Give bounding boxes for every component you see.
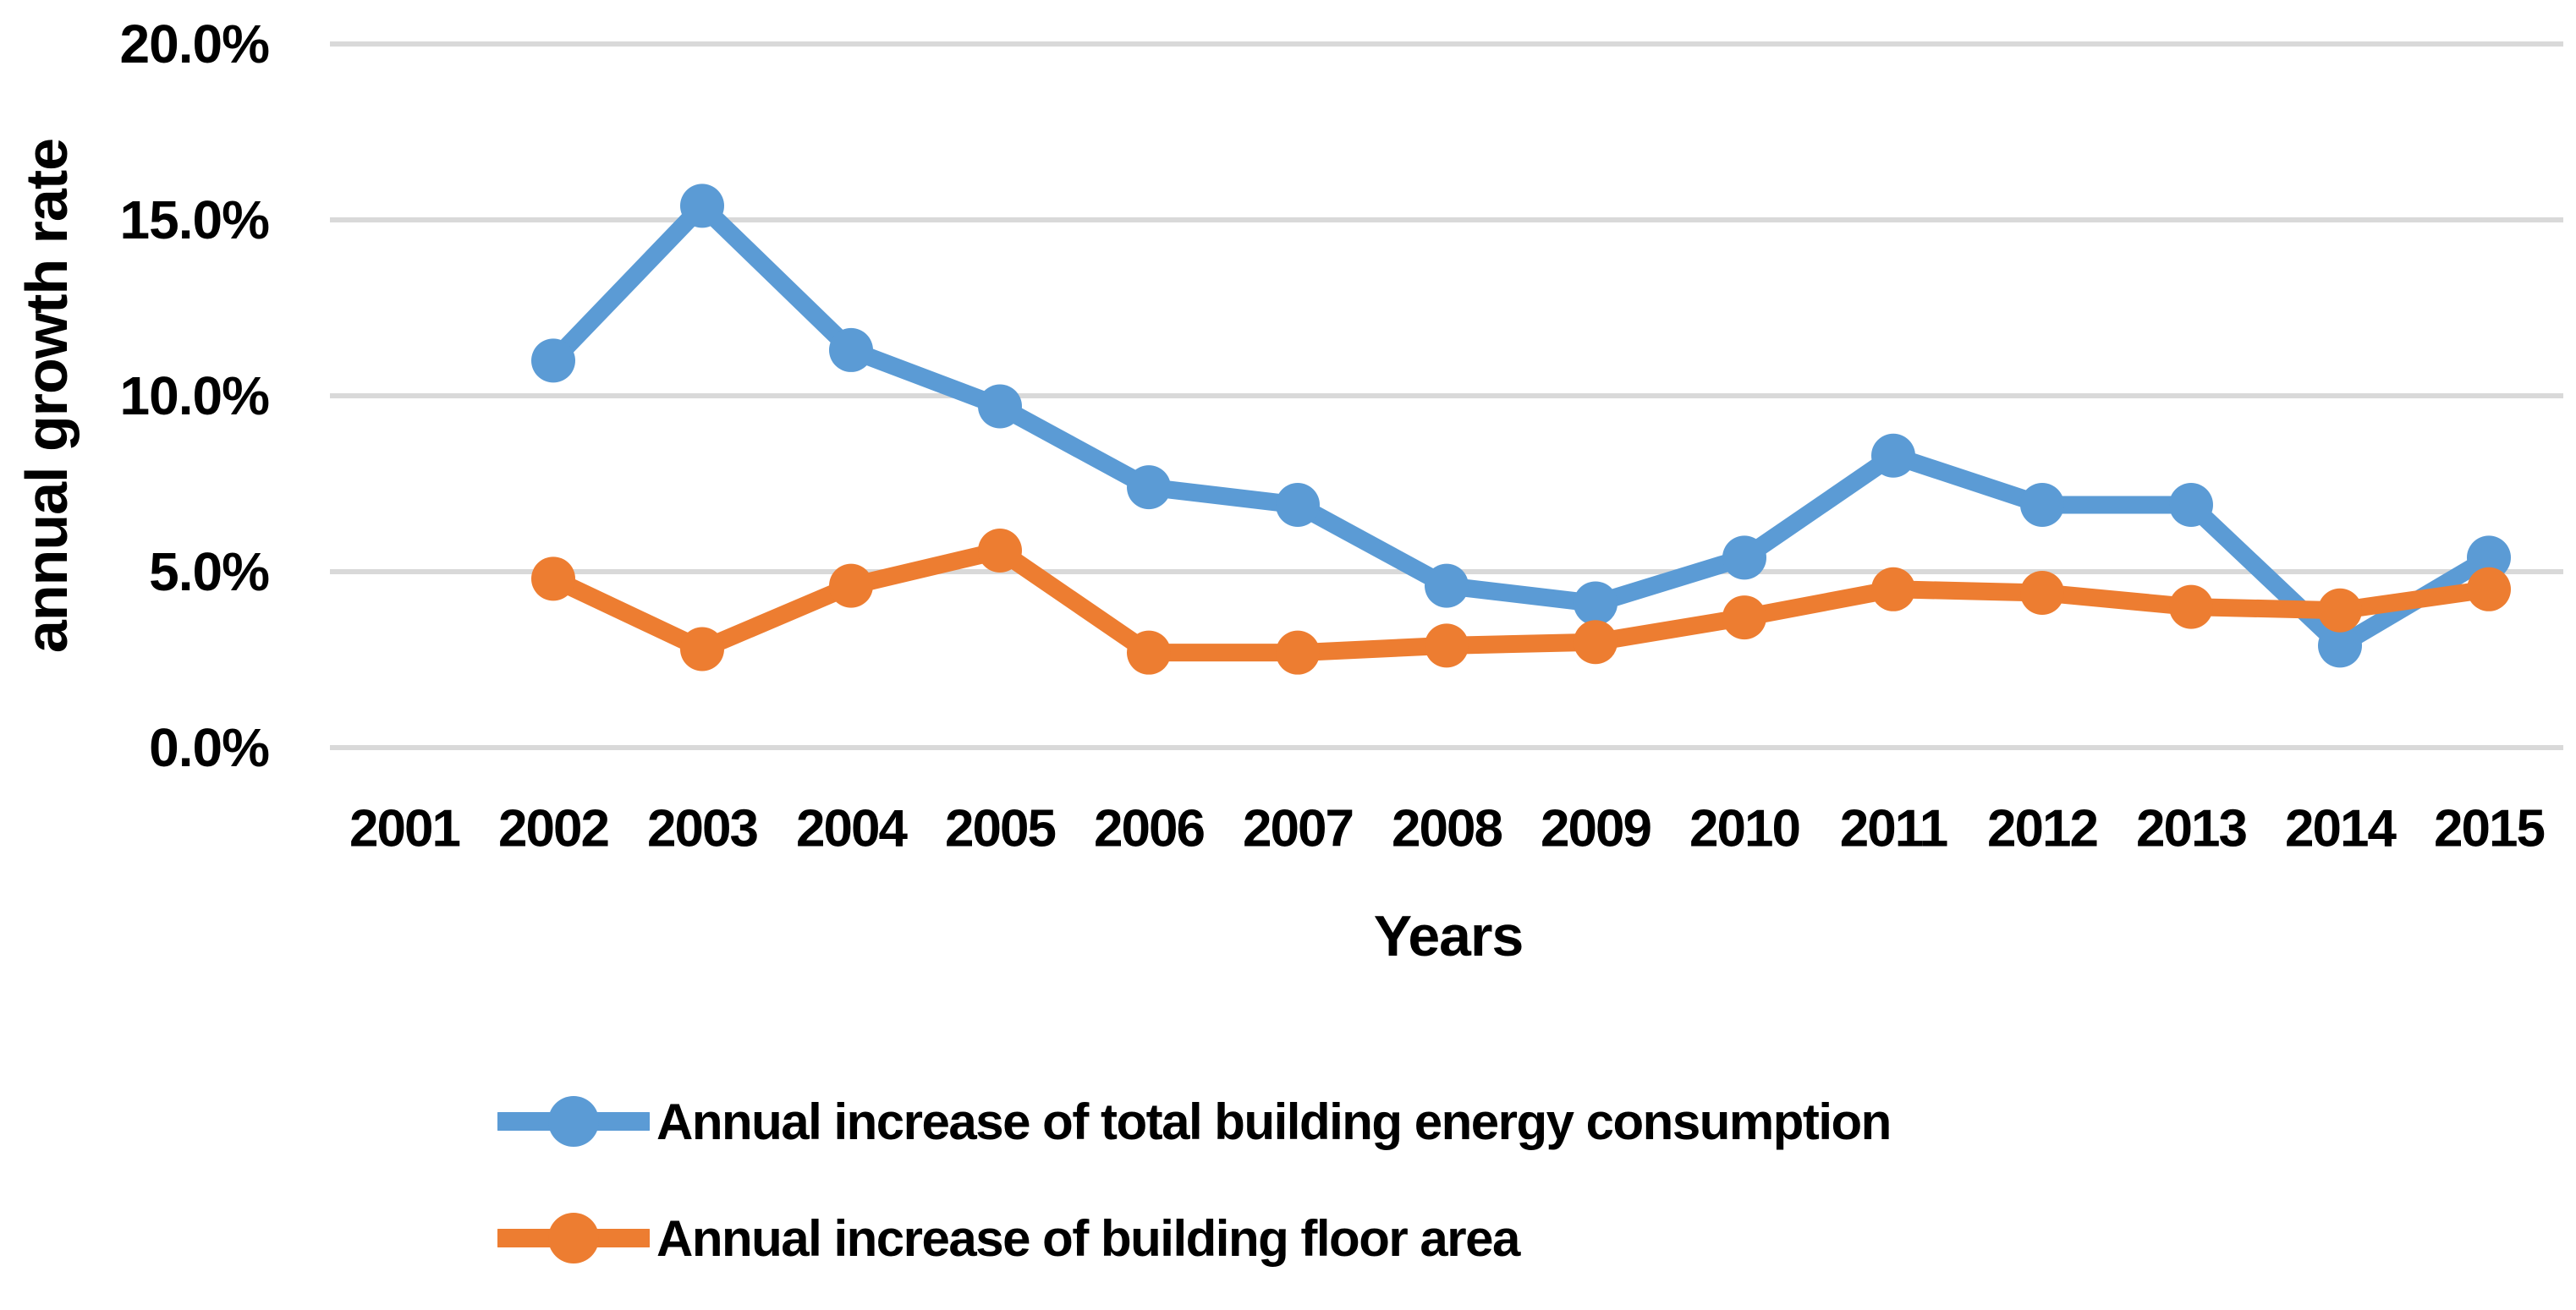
x-tick-label: 2013 — [2136, 799, 2248, 858]
data-point-marker — [1127, 465, 1171, 510]
x-tick-label: 2010 — [1689, 799, 1801, 858]
data-point-marker — [978, 529, 1022, 573]
data-point-marker — [2318, 588, 2362, 633]
data-point-marker — [2169, 482, 2213, 527]
legend-marker-icon — [497, 1096, 650, 1147]
x-tick-label: 2006 — [1094, 799, 1206, 858]
data-point-marker — [2020, 482, 2064, 527]
data-point-marker — [2467, 567, 2511, 611]
x-tick-label: 2005 — [945, 799, 1057, 858]
x-axis-title: Years — [1373, 904, 1524, 968]
x-tick-label: 2007 — [1243, 799, 1354, 858]
x-tick-label: 2011 — [1839, 799, 1949, 858]
data-point-marker — [680, 184, 724, 228]
x-tick-label: 2008 — [1392, 799, 1503, 858]
x-tick-label: 2009 — [1541, 799, 1652, 858]
legend-item-label: Annual increase of building floor area — [656, 1209, 1520, 1267]
y-tick-label: 10.0% — [119, 365, 270, 426]
legend-item-label: Annual increase of total building energy… — [656, 1093, 1892, 1150]
data-point-marker — [829, 327, 873, 372]
y-axis-title: annual growth rate — [14, 138, 80, 654]
data-point-marker — [1871, 567, 1915, 611]
data-point-marker — [1574, 620, 1618, 665]
legend-item: Annual increase of building floor area — [497, 1209, 1891, 1267]
x-tick-label: 2015 — [2434, 799, 2546, 858]
x-tick-label: 2001 — [349, 799, 461, 858]
legend: Annual increase of total building energy… — [497, 1093, 1892, 1267]
data-point-marker — [531, 338, 575, 383]
data-point-marker — [680, 627, 724, 671]
x-tick-label: 2004 — [796, 799, 908, 858]
data-point-marker — [1425, 563, 1469, 608]
legend-marker-icon — [497, 1213, 650, 1263]
data-point-marker — [1871, 433, 1915, 478]
data-point-marker — [1127, 630, 1171, 675]
data-point-marker — [829, 563, 873, 608]
data-point-marker — [1722, 535, 1766, 580]
y-tick-label: 5.0% — [149, 541, 270, 602]
x-tick-label: 2012 — [1987, 799, 2099, 858]
data-point-marker — [2169, 584, 2213, 629]
data-point-marker — [1722, 595, 1766, 640]
legend-item: Annual increase of total building energy… — [497, 1093, 1892, 1150]
x-tick-label: 2002 — [498, 799, 610, 858]
x-tick-label: 2014 — [2285, 799, 2397, 858]
y-tick-label: 15.0% — [119, 189, 270, 250]
y-tick-label: 0.0% — [149, 717, 270, 778]
data-point-marker — [1276, 630, 1320, 675]
data-point-marker — [1574, 581, 1618, 626]
series-line-1 — [544, 541, 2498, 662]
data-point-marker — [2467, 535, 2511, 580]
y-tick-label: 20.0% — [119, 14, 270, 74]
x-tick-label: 2003 — [647, 799, 759, 858]
data-point-marker — [2020, 570, 2064, 615]
data-point-marker — [978, 384, 1022, 429]
data-point-marker — [1425, 623, 1469, 668]
data-point-marker — [531, 556, 575, 601]
data-point-marker — [1276, 482, 1320, 527]
data-point-marker — [2318, 623, 2362, 668]
series-line-0 — [544, 196, 2498, 655]
